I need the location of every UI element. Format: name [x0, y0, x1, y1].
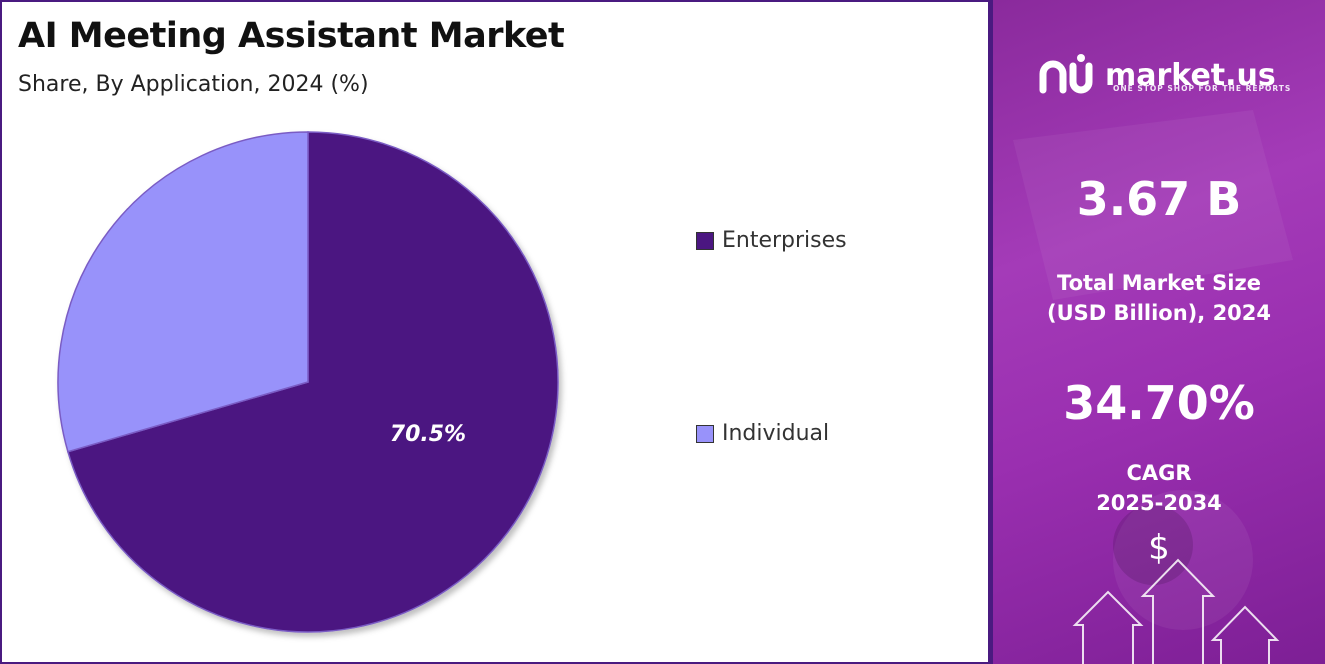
- brand-name: market.us: [1105, 58, 1276, 93]
- market-size-label-line2: (USD Billion), 2024: [1046, 301, 1272, 325]
- legend-swatch-enterprises: [696, 231, 714, 250]
- growth-arrows-icon: [1072, 558, 1280, 664]
- legend-item-enterprises: Enterprises: [696, 228, 847, 253]
- pie-slice-individual: [57, 131, 309, 453]
- legend-item-individual: Individual: [696, 421, 829, 446]
- side-panel: market.us ONE STOP SHOP FOR THE REPORTS …: [990, 0, 1325, 664]
- market-us-logo-icon: [1039, 54, 1093, 94]
- chart-subtitle: Share, By Application, 2024 (%): [18, 72, 369, 97]
- chart-title: AI Meeting Assistant Market: [18, 16, 565, 56]
- legend-label-enterprises: Enterprises: [722, 228, 847, 253]
- cagr-label-line1: CAGR: [1126, 461, 1192, 485]
- legend-label-individual: Individual: [722, 421, 830, 446]
- background-decoration: [1013, 110, 1293, 664]
- cagr-label-line2: 2025-2034: [1096, 491, 1222, 515]
- brand-tagline: ONE STOP SHOP FOR THE REPORTS: [1113, 84, 1292, 93]
- market-size-label-line1: Total Market Size: [1057, 271, 1261, 295]
- brand-logo: market.us: [1035, 52, 1276, 100]
- chart-panel: AI Meeting Assistant Market Share, By Ap…: [0, 0, 990, 664]
- pie-slice-enterprises: [66, 131, 559, 633]
- legend-swatch-individual: [696, 424, 714, 443]
- market-size-value: 3.67 B: [1076, 172, 1242, 226]
- data-label-enterprises: 70.5%: [390, 422, 466, 447]
- cagr-value: 34.70%: [1063, 376, 1255, 430]
- pie-chart: 70.5%: [57, 131, 559, 633]
- dollar-icon: $: [1148, 528, 1170, 568]
